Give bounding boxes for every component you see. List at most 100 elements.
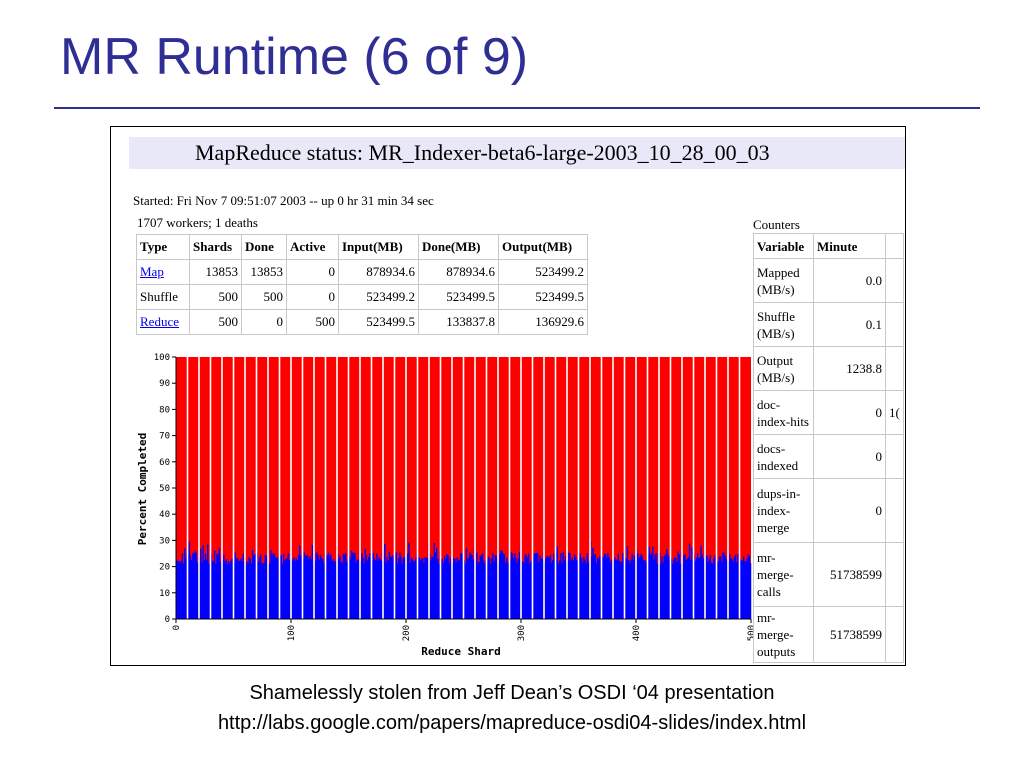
chart-bar-completed <box>723 552 725 619</box>
chart-bar-completed <box>538 561 540 619</box>
chart-bar-completed <box>216 553 218 619</box>
chart-bar-completed <box>596 557 599 619</box>
chart-bar-completed <box>685 559 687 619</box>
job-value-cell: 0 <box>286 284 339 310</box>
chart-bar-completed <box>487 556 490 619</box>
chart-bar-completed <box>317 555 319 619</box>
chart-bar-completed <box>649 554 652 619</box>
chart-bar-completed <box>194 551 196 619</box>
chart-bar-completed <box>218 547 220 619</box>
reduce-progress-chart: 0 10 20 30 40 50 60 70 80 90 100 0 100 200 300 400 500 R… <box>136 353 753 658</box>
chart-bar-completed <box>389 556 392 619</box>
chart-bar-completed <box>351 552 354 619</box>
chart-bar-completed <box>323 563 325 619</box>
chart-bar-completed <box>507 563 509 619</box>
counter-extra <box>885 606 904 663</box>
chart-bar-completed <box>609 563 611 619</box>
chart-bar-completed <box>584 559 586 619</box>
chart-bar-completed <box>328 555 331 619</box>
chart-bar-completed <box>695 557 698 619</box>
counter-name: doc-index-hits <box>753 390 814 435</box>
workers-line: 1707 workers; 1 deaths <box>137 215 258 230</box>
chart-bar-completed <box>673 557 676 619</box>
counter-row: mr-merge-outputs 51738599 <box>753 606 904 663</box>
counter-name: Output (MB/s) <box>753 346 814 391</box>
job-type-link[interactable]: Map <box>140 264 164 279</box>
chart-bar-completed <box>403 557 406 619</box>
chart-bar-completed <box>642 560 645 619</box>
chart-bar-completed <box>226 563 228 619</box>
chart-bar-completed <box>458 559 461 619</box>
chart-bar-completed <box>570 560 572 619</box>
chart-bar-completed <box>688 543 691 619</box>
chart-bar-completed <box>699 557 701 619</box>
chart-bar-completed <box>384 543 386 619</box>
chart-bar-completed <box>193 553 195 619</box>
chart-bar-completed <box>616 559 618 619</box>
chart-bar-completed <box>247 562 249 619</box>
chart-bar-completed <box>573 554 576 619</box>
chart-bar-completed <box>672 559 675 619</box>
chart-bar-completed <box>356 559 358 619</box>
chart-bar-completed <box>652 546 654 619</box>
job-type-cell: Map <box>136 259 190 285</box>
chart-bar-completed <box>548 557 550 619</box>
chart-bar-completed <box>305 555 308 619</box>
chart-bar-completed <box>587 562 590 619</box>
chart-bar-completed <box>676 561 678 619</box>
chart-bar-completed <box>227 561 230 619</box>
chart-bar-completed <box>407 553 409 619</box>
counter-value: 51738599 <box>813 542 886 607</box>
counters-table-header: Variable Minute <box>753 233 904 259</box>
chart-bar-completed <box>678 554 680 619</box>
job-value-cell: 500 <box>286 309 339 335</box>
chart-bar-completed <box>236 558 239 619</box>
chart-bar-completed <box>633 555 636 619</box>
chart-bar-completed <box>315 560 317 619</box>
chart-bar-completed <box>614 557 616 619</box>
chart-bar-completed <box>373 557 376 619</box>
chart-bar-completed <box>537 553 539 619</box>
chart-bar-completed <box>603 553 606 619</box>
chart-x-tick-label: 200 <box>402 625 412 641</box>
title-divider <box>54 107 980 109</box>
chart-bar-completed <box>408 542 410 619</box>
chart-bar-completed <box>401 563 403 619</box>
chart-bar-completed <box>425 557 427 619</box>
counter-value: 0.1 <box>813 302 886 347</box>
chart-bar-completed <box>711 563 714 619</box>
chart-bar-completed <box>478 562 480 619</box>
chart-bar-completed <box>192 553 194 619</box>
chart-bar-completed <box>639 556 641 619</box>
chart-bar-completed <box>610 559 613 619</box>
chart-bar-completed <box>502 553 504 619</box>
chart-bar-completed <box>231 558 233 619</box>
chart-bar-completed <box>607 552 609 619</box>
job-value-cell: 13853 <box>241 259 287 285</box>
chart-bar-completed <box>318 559 320 619</box>
chart-bar-completed <box>529 563 531 619</box>
chart-bar-completed <box>397 558 400 619</box>
chart-bar-completed <box>558 560 561 619</box>
chart-y-tick-label: 10 <box>159 589 170 599</box>
chart-bar-completed <box>483 560 485 619</box>
chart-bar-completed <box>353 552 355 619</box>
chart-bar-completed <box>731 559 733 619</box>
chart-bar-completed <box>200 548 202 619</box>
chart-bar-completed <box>333 561 335 619</box>
job-type-link[interactable]: Reduce <box>140 314 179 329</box>
counter-name: mr-merge-calls <box>753 542 814 607</box>
chart-bar-completed <box>696 552 699 619</box>
chart-bar-completed <box>254 554 256 619</box>
chart-bar-completed <box>568 552 570 619</box>
counter-row: mr-merge-calls 51738599 <box>753 542 904 607</box>
chart-bar-completed <box>402 557 404 619</box>
chart-bar-completed <box>287 552 289 619</box>
counter-name: Mapped (MB/s) <box>753 258 814 303</box>
chart-bar-completed <box>661 556 663 619</box>
chart-x-tick-label: 400 <box>632 625 642 641</box>
chart-bar-completed <box>545 558 547 619</box>
caption-credit: Shamelessly stolen from Jeff Dean’s OSDI… <box>249 682 775 704</box>
chart-bar-completed <box>338 558 340 619</box>
chart-bar-completed <box>419 560 422 619</box>
